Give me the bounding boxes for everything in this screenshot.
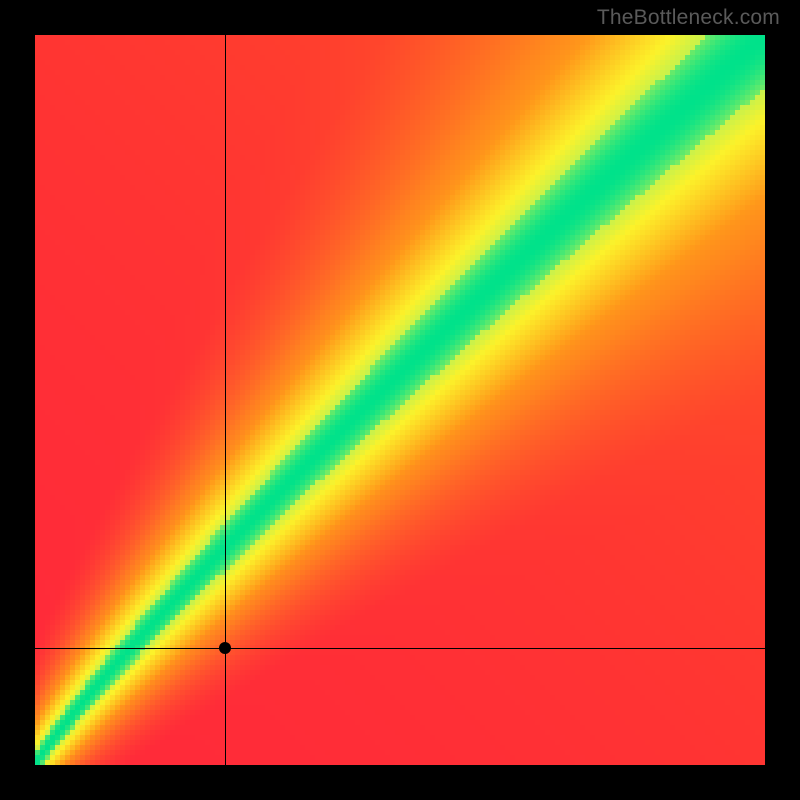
crosshair-vertical	[225, 35, 226, 765]
plot-area	[35, 35, 765, 765]
bottleneck-heatmap	[35, 35, 765, 765]
watermark-text: TheBottleneck.com	[597, 6, 780, 30]
crosshair-marker-dot	[219, 642, 231, 654]
crosshair-horizontal	[35, 648, 765, 649]
